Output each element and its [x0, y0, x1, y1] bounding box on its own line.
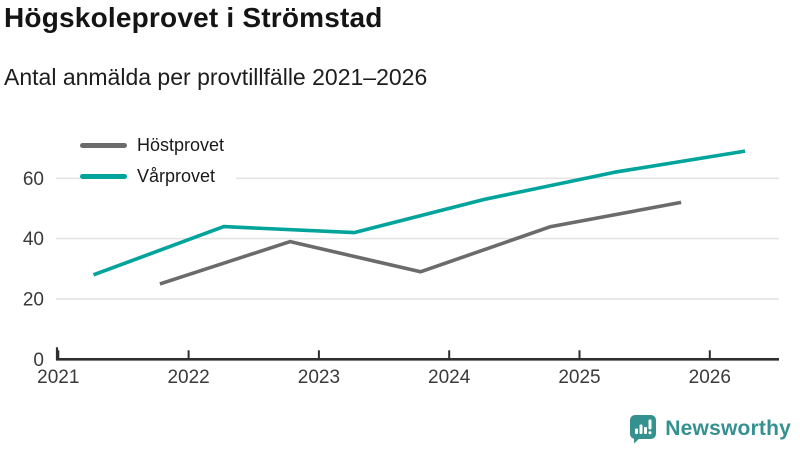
page-subtitle: Antal anmälda per provtillfälle 2021–202…	[4, 64, 428, 90]
legend-label: Höstprovet	[137, 135, 225, 155]
series-line-varprovet	[92, 149, 746, 277]
y-tick-label-20: 20	[23, 289, 44, 310]
newsworthy-wordmark: Newsworthy	[665, 417, 791, 440]
x-tick-label-2022: 2022	[167, 367, 209, 388]
chart-legend: Höstprovet Vårprovet	[80, 134, 237, 188]
x-tick-label-2024: 2024	[428, 367, 471, 388]
page-title: Högskoleprovet i Strömstad	[4, 2, 383, 33]
bar-chart-speech-bubble-icon	[630, 415, 657, 444]
y-tick-label-60: 60	[23, 169, 44, 190]
x-tick-label-2023: 2023	[298, 367, 340, 388]
legend-label: Vårprovet	[137, 166, 216, 186]
legend-swatch-gray-icon	[80, 143, 127, 148]
y-tick-label-40: 40	[23, 229, 44, 250]
legend-item-varprovet: Vårprovet	[80, 165, 224, 188]
newsworthy-logo[interactable]: Newsworthy	[629, 414, 791, 444]
y-tick-label-0: 0	[33, 350, 44, 371]
x-tick-label-2026: 2026	[689, 367, 731, 388]
series-line-hostprovet	[159, 200, 682, 286]
x-tick-label-2021: 2021	[37, 367, 79, 388]
legend-item-hostprovet: Höstprovet	[80, 134, 224, 157]
legend-swatch-teal-icon	[80, 174, 127, 179]
x-tick-label-2025: 2025	[558, 367, 600, 388]
